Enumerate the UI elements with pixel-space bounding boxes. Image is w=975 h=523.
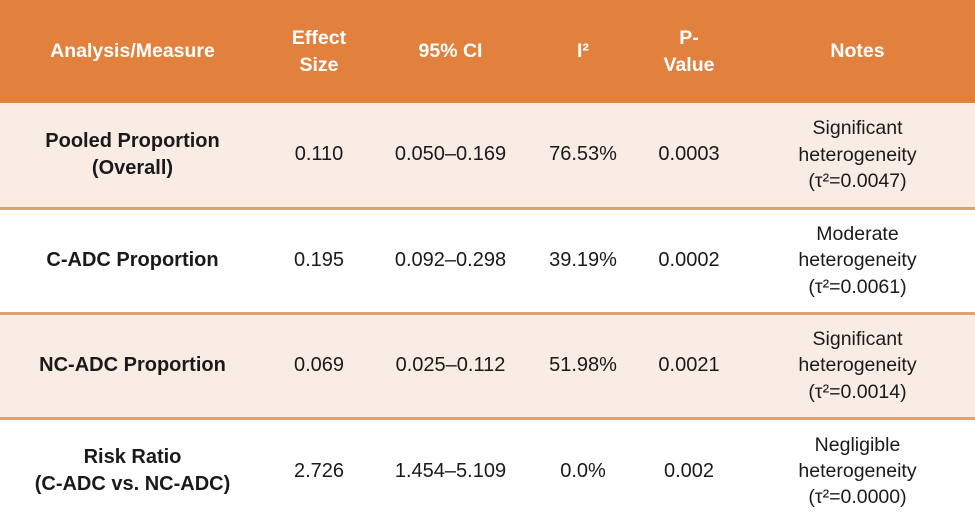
column-header-effect-size: Effect Size (265, 0, 373, 103)
column-header-95-ci: 95% CI (373, 0, 528, 103)
cell-p-value: 0.0003 (658, 143, 720, 166)
column-header-notes: Notes (740, 0, 975, 103)
cell-95-ci: 0.092–0.298 (373, 206, 528, 313)
cell-95-ci: 1.454–5.109 (373, 416, 528, 523)
cell-notes: Significant heterogeneity (τ²=0.0014) (740, 311, 975, 418)
column-header-i-squared: I² (528, 0, 638, 103)
cell-notes: Negligible heterogeneity (τ²=0.0000) (740, 416, 975, 523)
cell-effect-size: 0.069 (265, 311, 373, 418)
cell-measure: Pooled Proportion (Overall) (45, 129, 220, 179)
cell-p-value: 0.0002 (638, 206, 740, 313)
cell-notes: Moderate heterogeneity (τ²=0.0061) (740, 206, 975, 313)
cell-95-ci: 0.050–0.169 (394, 143, 507, 166)
cell-effect-size: 0.195 (265, 206, 373, 313)
cell-i-squared: 39.19% (528, 206, 638, 313)
table-row-risk-ratio: Risk Ratio (C-ADC vs. NC-ADC) 2.726 1.45… (0, 416, 975, 523)
cell-notes: Significant heterogeneity (τ²=0.0047) (798, 117, 917, 192)
cell-p-value: 0.0021 (638, 311, 740, 418)
cell-measure: NC-ADC Proportion (0, 311, 265, 418)
column-header-p-value: P- Value (638, 0, 740, 103)
cell-95-ci: 0.025–0.112 (373, 311, 528, 418)
cell-effect-size: 2.726 (265, 416, 373, 523)
cell-effect-size: 0.110 (294, 143, 344, 166)
table-row-pooled-proportion: Pooled Proportion (Overall) 0.110 0.050–… (0, 103, 975, 208)
cell-i-squared: 51.98% (528, 311, 638, 418)
table-row-nc-adc-proportion: NC-ADC Proportion 0.069 0.025–0.112 51.9… (0, 311, 975, 418)
header-row: Analysis/Measure Effect Size 95% CI I² P… (0, 0, 975, 103)
cell-i-squared: 0.0% (528, 416, 638, 523)
cell-i-squared: 76.53% (549, 143, 617, 166)
cell-measure: Risk Ratio (C-ADC vs. NC-ADC) (0, 416, 265, 523)
column-header-analysis-measure: Analysis/Measure (0, 0, 265, 103)
cell-measure: C-ADC Proportion (0, 206, 265, 313)
table-header: Analysis/Measure Effect Size 95% CI I² P… (0, 0, 975, 103)
table-body: Pooled Proportion (Overall) 0.110 0.050–… (0, 103, 975, 523)
table-row-c-adc-proportion: C-ADC Proportion 0.195 0.092–0.298 39.19… (0, 206, 975, 313)
cell-p-value: 0.002 (638, 416, 740, 523)
